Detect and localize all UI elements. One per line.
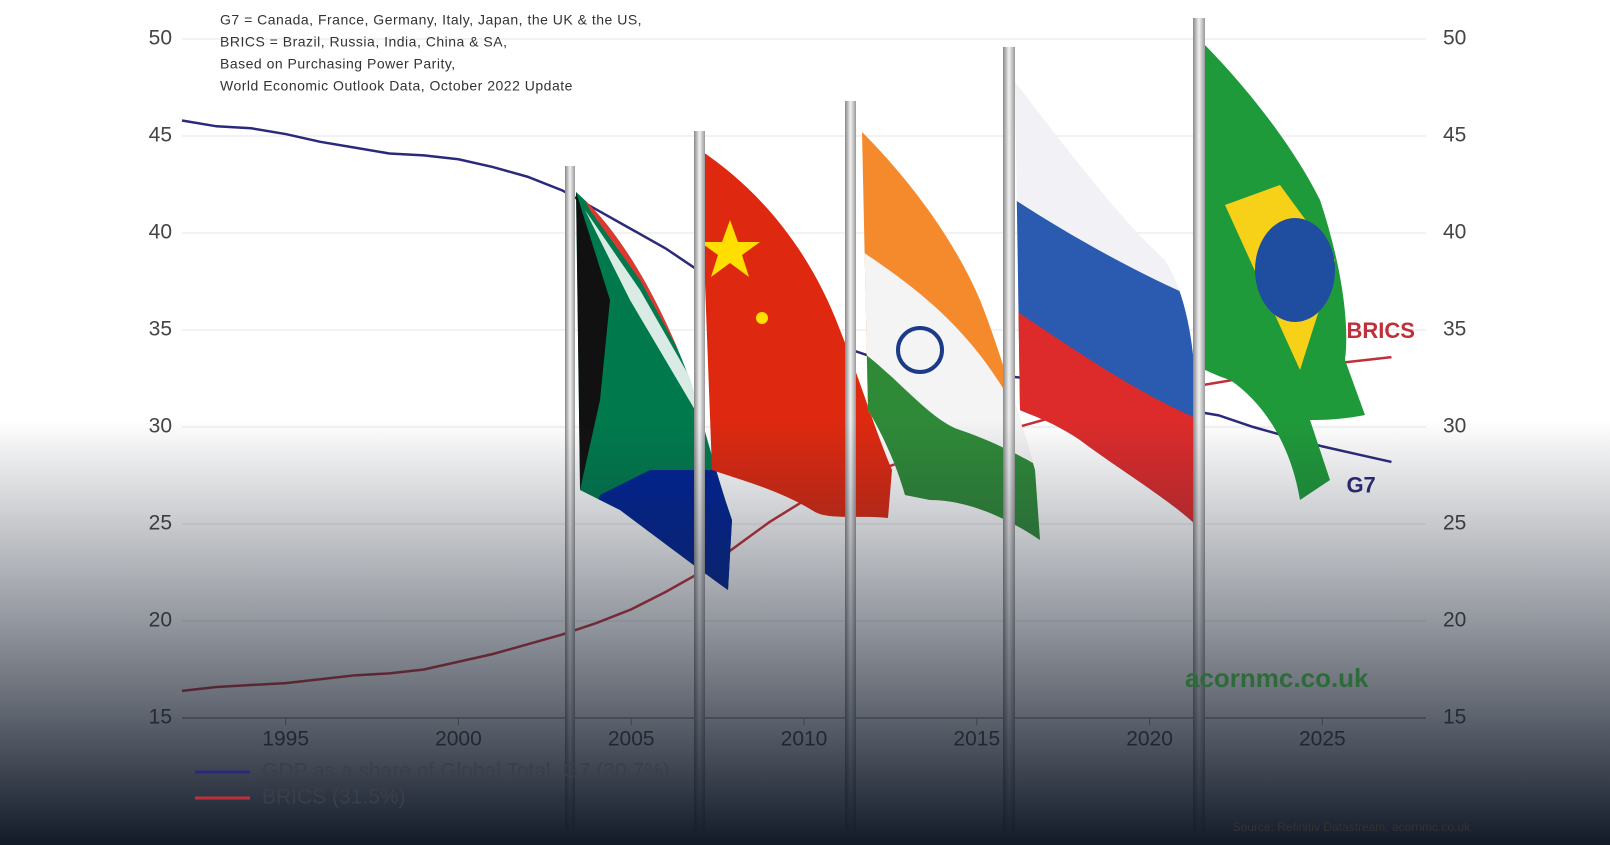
y2-tick-label: 35 bbox=[1443, 318, 1466, 341]
annotation-line: World Economic Outlook Data, October 202… bbox=[220, 78, 573, 94]
annotation: G7 = Canada, France, Germany, Italy, Jap… bbox=[220, 12, 642, 94]
y-tick-label: 35 bbox=[149, 318, 172, 341]
y-tick-label: 40 bbox=[149, 221, 172, 244]
annotation-line: G7 = Canada, France, Germany, Italy, Jap… bbox=[220, 12, 642, 28]
y2-tick-label: 40 bbox=[1443, 221, 1466, 244]
y-tick-label: 50 bbox=[149, 27, 172, 50]
annotation-line: BRICS = Brazil, Russia, India, China & S… bbox=[220, 34, 508, 50]
legend-label: GDP as a share of Global Total, G7 (30.7… bbox=[262, 760, 670, 783]
source: Source: Refinitiv Datastream, acornmc.co… bbox=[1233, 820, 1471, 834]
y-tick-label: 45 bbox=[149, 124, 172, 147]
y2-tick-label: 50 bbox=[1443, 27, 1466, 50]
y2-tick-label: 45 bbox=[1443, 124, 1466, 147]
series-end-label: BRICS bbox=[1346, 318, 1414, 343]
annotation-line: Based on Purchasing Power Parity, bbox=[220, 56, 456, 72]
dark-overlay bbox=[0, 420, 1610, 845]
legend-label: BRICS (31.5%) bbox=[262, 786, 406, 809]
logo: acornmc.co.uk bbox=[1185, 663, 1369, 693]
